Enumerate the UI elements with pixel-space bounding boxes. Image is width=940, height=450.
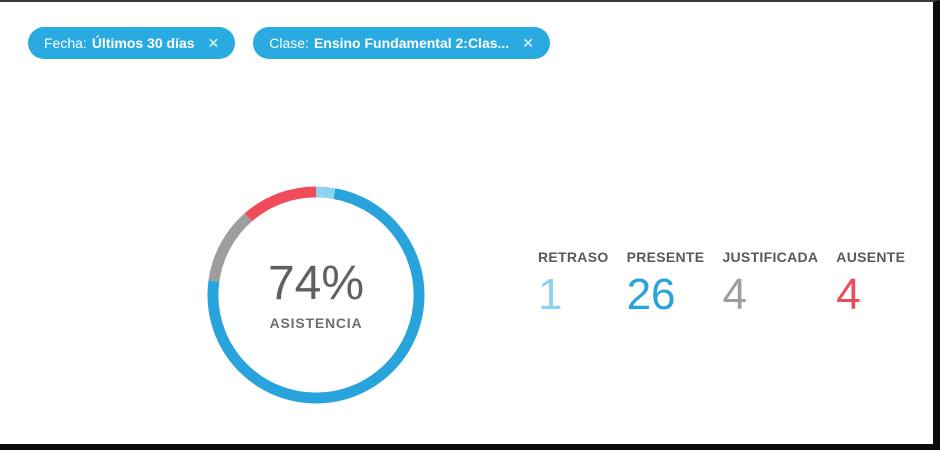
chip-clase-label: Clase:	[269, 35, 309, 51]
stat-value: 4	[836, 270, 861, 319]
attendance-donut-svg	[207, 186, 425, 404]
chip-fecha-label: Fecha:	[44, 35, 87, 51]
stat-retraso: RETRASO 1	[538, 249, 609, 317]
attendance-donut-chart: 74% ASISTENCIA	[207, 186, 425, 404]
filter-chip-fecha[interactable]: Fecha: Últimos 30 días ✕	[28, 27, 236, 59]
close-icon[interactable]: ✕	[207, 35, 220, 51]
close-icon[interactable]: ✕	[522, 35, 534, 51]
attendance-stats-row: RETRASO 1 PRESENTE 26 JUSTIFICADA 4 AUSE…	[538, 249, 905, 317]
stat-justificada: JUSTIFICADA 4	[722, 249, 818, 317]
stat-justificada-label: JUSTIFICADA	[722, 249, 819, 265]
donut-segment-ausente	[207, 186, 425, 404]
filter-chip-clase[interactable]: Clase: Ensino Fundamental 2:Clas... ✕	[253, 27, 550, 59]
stat-presente: PRESENTE 26	[627, 249, 705, 317]
stat-value: 4	[722, 270, 747, 319]
stat-ausente: AUSENTE 4	[836, 249, 905, 317]
chip-fecha-value: Últimos 30 días	[91, 35, 195, 51]
donut-segment-presente	[207, 186, 425, 404]
stat-ausente-label: AUSENTE	[836, 249, 906, 265]
stat-retraso-label: RETRASO	[538, 249, 609, 265]
filter-chip-row: Fecha: Últimos 30 días ✕ Clase: Ensino F…	[28, 27, 550, 59]
stat-presente-label: PRESENTE	[626, 249, 705, 265]
stat-value: 1	[538, 270, 563, 319]
stat-value: 26	[626, 270, 676, 319]
chip-clase-value: Ensino Fundamental 2:Clas...	[313, 35, 510, 51]
